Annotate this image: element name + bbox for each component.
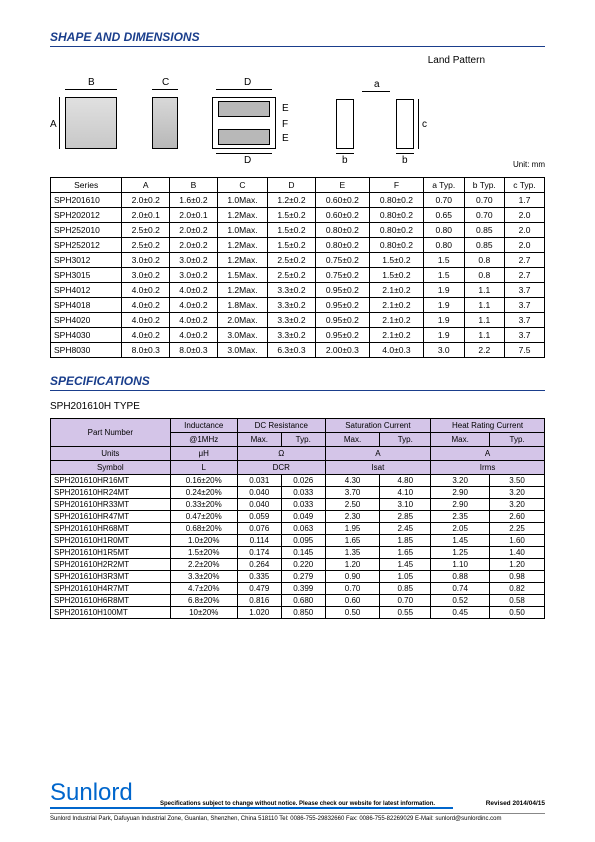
dim-header: b Typ.	[464, 178, 505, 193]
table-row: SPH2016102.0±0.21.6±0.21.0Max.1.2±0.20.6…	[51, 193, 545, 208]
dim-b1: b	[342, 155, 348, 166]
table-row: SPH2520102.5±0.22.0±0.21.0Max.1.5±0.20.8…	[51, 223, 545, 238]
spec-notice: Specifications subject to change without…	[160, 801, 435, 807]
diagram-bottom: D E F E D	[204, 77, 294, 167]
dim-header: c Typ.	[505, 178, 545, 193]
dim-d: D	[244, 77, 251, 88]
table-row: SPH40124.0±0.24.0±0.21.2Max.3.3±0.20.95±…	[51, 283, 545, 298]
table-row: SPH201610HR47MT0.47±20%0.0590.0492.302.8…	[51, 511, 545, 523]
table-row: SPH2020122.0±0.12.0±0.11.2Max.1.5±0.20.6…	[51, 208, 545, 223]
table-row: SPH40184.0±0.24.0±0.21.8Max.3.3±0.20.95±…	[51, 298, 545, 313]
footer-address: Sunlord Industrial Park, Dafuyuan Indust…	[50, 813, 545, 822]
table-row: SPH30123.0±0.23.0±0.21.2Max.2.5±0.20.75±…	[51, 253, 545, 268]
table-row: SPH80308.0±0.38.0±0.33.0Max.6.3±0.32.00±…	[51, 343, 545, 358]
dim-a2: a	[374, 79, 380, 90]
dim-f: F	[282, 119, 288, 130]
diagram-front: B A	[50, 77, 130, 167]
dim-e: E	[282, 103, 289, 114]
table-row: SPH201610HR33MT0.33±20%0.0400.0332.503.1…	[51, 499, 545, 511]
dim-c: C	[162, 77, 169, 88]
dim-header: B	[170, 178, 218, 193]
dim-d2: D	[244, 155, 251, 166]
table-row: SPH40304.0±0.24.0±0.23.0Max.3.3±0.20.95±…	[51, 328, 545, 343]
table-row: SPH201610H2R2MT2.2±20%0.2640.2201.201.45…	[51, 559, 545, 571]
dim-header: A	[122, 178, 170, 193]
dim-header: E	[315, 178, 369, 193]
diagram-side: C	[142, 77, 192, 167]
table-row: SPH201610H1R0MT1.0±20%0.1140.0951.651.85…	[51, 535, 545, 547]
revised-date: Revised 2014/04/15	[486, 800, 545, 807]
table-row: SPH201610H6R8MT6.8±20%0.8160.6800.600.70…	[51, 595, 545, 607]
table-row: SPH201610H3R3MT3.3±20%0.3350.2790.901.05…	[51, 571, 545, 583]
table-row: SPH30153.0±0.23.0±0.21.5Max.2.5±0.20.75±…	[51, 268, 545, 283]
dim-header: C	[217, 178, 267, 193]
dim-header: D	[268, 178, 316, 193]
table-row: SPH201610HR24MT0.24±20%0.0400.0333.704.1…	[51, 487, 545, 499]
dim-a: A	[50, 119, 57, 130]
dim-c2: c	[422, 119, 427, 130]
table-row: SPH201610H1R5MT1.5±20%0.1740.1451.351.65…	[51, 547, 545, 559]
section-spec-title: SPECIFICATIONS	[50, 374, 545, 391]
dim-b: B	[88, 77, 95, 88]
table-row: SPH201610HR16MT0.16±20%0.0310.0264.304.8…	[51, 475, 545, 487]
dim-header: Series	[51, 178, 122, 193]
dim-header: F	[369, 178, 423, 193]
spec-table: Part NumberInductanceDC ResistanceSatura…	[50, 418, 545, 619]
table-row: SPH40204.0±0.24.0±0.22.0Max.3.3±0.20.95±…	[51, 313, 545, 328]
section-shape-title: SHAPE AND DIMENSIONS	[50, 30, 545, 47]
table-row: SPH201610H100MT10±20%1.0200.8500.500.550…	[51, 607, 545, 619]
table-row: SPH201610H4R7MT4.7±20%0.4790.3990.700.85…	[51, 583, 545, 595]
dim-header: a Typ.	[423, 178, 464, 193]
footer: Sunlord Specifications subject to change…	[50, 779, 545, 822]
diagram-land: a c b b	[326, 77, 436, 167]
land-pattern-label: Land Pattern	[428, 55, 485, 66]
diagrams-area: Land Pattern Unit: mm B A C D E F E D a …	[50, 57, 545, 167]
type-label: SPH201610H TYPE	[50, 401, 545, 412]
table-row: SPH2520122.5±0.22.0±0.21.2Max.1.5±0.20.8…	[51, 238, 545, 253]
dimensions-table: SeriesABCDEFa Typ.b Typ.c Typ. SPH201610…	[50, 177, 545, 358]
table-row: SPH201610HR68MT0.68±20%0.0760.0631.952.4…	[51, 523, 545, 535]
unit-label: Unit: mm	[513, 160, 545, 169]
dim-e2: E	[282, 133, 289, 144]
dim-b2: b	[402, 155, 408, 166]
